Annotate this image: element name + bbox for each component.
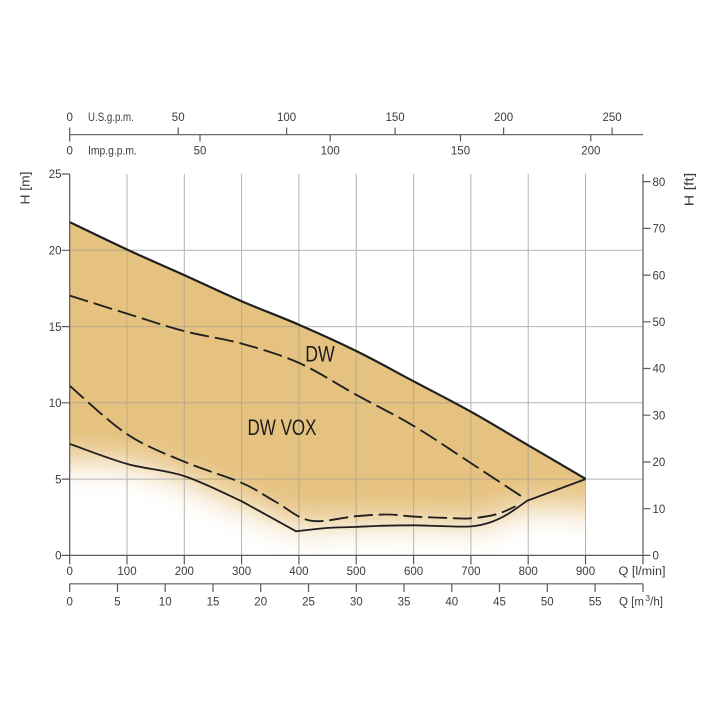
svg-text:800: 800 [519,566,538,578]
svg-text:150: 150 [386,112,405,124]
svg-text:100: 100 [321,146,340,158]
svg-text:900: 900 [576,566,595,578]
svg-text:Imp.g.p.m.: Imp.g.p.m. [88,146,137,158]
svg-text:0: 0 [55,551,61,563]
svg-text:15: 15 [207,596,220,608]
svg-text:400: 400 [289,566,308,578]
svg-text:10: 10 [49,398,62,410]
svg-text:200: 200 [175,566,194,578]
svg-text:DW VOX: DW VOX [248,415,317,440]
svg-text:100: 100 [117,566,136,578]
svg-text:35: 35 [398,596,411,608]
svg-text:Q [m3/h]: Q [m 3/h] [619,593,663,609]
svg-text:50: 50 [541,596,554,608]
svg-text:50: 50 [194,146,207,158]
svg-text:40: 40 [445,596,458,608]
svg-text:0: 0 [653,551,659,563]
svg-text:55: 55 [589,596,602,608]
svg-text:H [m]: H [m] [18,172,33,205]
svg-text:25: 25 [302,596,315,608]
svg-text:300: 300 [232,566,251,578]
svg-text:5: 5 [114,596,120,608]
svg-text:70: 70 [653,224,666,236]
svg-text:10: 10 [653,504,666,516]
svg-text:25: 25 [49,169,62,181]
svg-text:200: 200 [581,146,600,158]
svg-text:10: 10 [159,596,172,608]
svg-text:40: 40 [653,364,666,376]
svg-text:50: 50 [653,317,666,329]
svg-text:250: 250 [603,112,622,124]
svg-text:200: 200 [494,112,513,124]
svg-text:U.S.g.p.m.: U.S.g.p.m. [88,112,134,124]
svg-text:20: 20 [49,246,62,258]
svg-text:0: 0 [66,566,72,578]
svg-text:H [ft]: H [ft] [682,173,697,207]
svg-text:DW: DW [305,341,335,366]
svg-text:700: 700 [461,566,480,578]
svg-text:500: 500 [347,566,366,578]
svg-text:150: 150 [451,146,470,158]
svg-text:0: 0 [66,596,72,608]
svg-text:50: 50 [172,112,185,124]
svg-text:0: 0 [66,146,72,158]
svg-text:60: 60 [653,270,666,282]
svg-text:80: 80 [653,177,666,189]
svg-text:0: 0 [66,112,72,124]
svg-text:600: 600 [404,566,423,578]
svg-text:100: 100 [277,112,296,124]
svg-text:20: 20 [254,596,267,608]
svg-text:15: 15 [49,322,62,334]
svg-text:30: 30 [653,410,666,422]
svg-text:45: 45 [493,596,506,608]
svg-text:Q [l/min]: Q [l/min] [619,566,666,578]
svg-text:20: 20 [653,457,666,469]
svg-text:30: 30 [350,596,363,608]
svg-text:5: 5 [55,474,61,486]
